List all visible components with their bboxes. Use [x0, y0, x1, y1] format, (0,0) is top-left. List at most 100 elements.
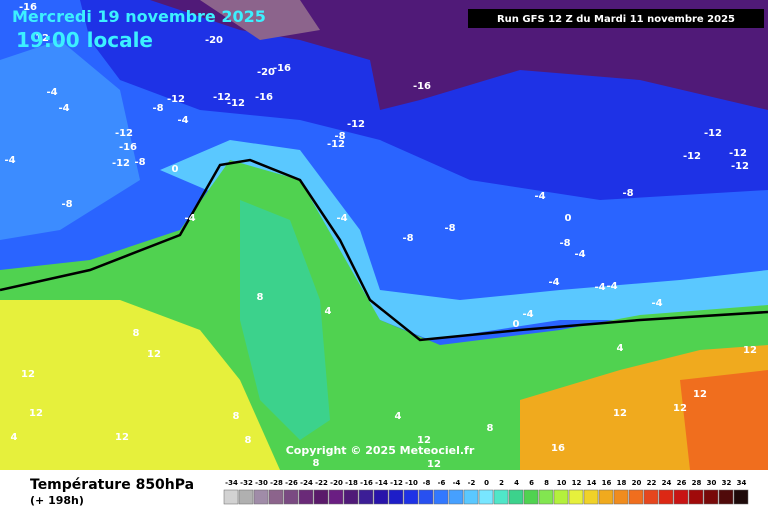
contour-label: -4: [184, 213, 195, 224]
scale-label: 12: [572, 479, 582, 487]
scale-swatch: [448, 489, 464, 505]
contour-label: -8: [334, 131, 345, 142]
run: Run GFS 12 Z du Mardi 11 novembre 2025: [497, 14, 735, 25]
scale-label: 8: [544, 479, 549, 487]
contour-label: -4: [574, 249, 585, 260]
scale-swatch: [553, 489, 569, 505]
scale-label: 2: [499, 479, 504, 487]
scale-swatch: [643, 489, 659, 505]
contour-label: -4: [594, 282, 605, 293]
scale-label: 0: [484, 479, 489, 487]
scale-swatch: [223, 489, 239, 505]
contour-label: 12: [115, 432, 129, 443]
contour-label: 4: [395, 411, 402, 422]
map-labels: -16-12-4-4 -8-12 -12-12-16-20-20-16-4-12-1…: [4, 2, 757, 470]
scale-swatch: [568, 489, 584, 505]
scale-swatch: [268, 489, 284, 505]
contour-label: -12: [731, 161, 749, 172]
scale-label: -14: [375, 479, 388, 487]
scale-label: -2: [468, 479, 476, 487]
contour-label: -16: [119, 142, 137, 153]
contour-label: -12: [31, 33, 49, 44]
scale-label: -8: [423, 479, 431, 487]
scale-label: 22: [647, 479, 657, 487]
scale-swatch: [418, 489, 434, 505]
scale-label: -32: [240, 479, 253, 487]
contour-label: -12: [213, 92, 231, 103]
scale-label: 10: [557, 479, 567, 487]
scale-swatch: [673, 489, 689, 505]
contour-label: 8: [487, 423, 494, 434]
field-yellow: [0, 300, 280, 470]
contour-label: -4: [46, 87, 57, 98]
contour-label: -16: [19, 2, 37, 13]
scale-swatch: [718, 489, 734, 505]
map-fields: [0, 0, 768, 470]
contour-label: 0: [172, 164, 179, 175]
field-light-blue: [0, 40, 140, 240]
contour-label: 12: [427, 459, 441, 470]
contour-label: 0: [565, 213, 572, 224]
scale-label: 4: [514, 479, 519, 487]
scale-swatch: [403, 489, 419, 505]
time: 19:00 locale: [16, 28, 153, 52]
scale-label: 30: [707, 479, 717, 487]
scale-label: -6: [438, 479, 446, 487]
field-dark-orange: [680, 370, 768, 470]
contour-label: -8: [559, 238, 570, 249]
contour-label: -16: [413, 81, 431, 92]
scale-label: 18: [617, 479, 627, 487]
scale-swatch: [598, 489, 614, 505]
contour-label: -4: [548, 277, 559, 288]
contour-label: 12: [613, 408, 627, 419]
footer-title: Température 850hPa: [30, 477, 194, 493]
contour-label: -12: [115, 128, 133, 139]
scale-swatch: [328, 489, 344, 505]
contour-label: -12: [704, 128, 722, 139]
contour-label: -12: [327, 139, 345, 150]
scale-label: -34: [225, 479, 238, 487]
contour-label: -12: [729, 148, 747, 159]
scale-swatch: [703, 489, 719, 505]
contour-label: 0: [513, 319, 520, 330]
scale-label: -26: [285, 479, 298, 487]
scale-label: 24: [662, 479, 672, 487]
contour-label: 4: [11, 432, 18, 443]
contour-label: -16: [273, 63, 291, 74]
scale-swatch: [253, 489, 269, 505]
field-cyan: [160, 140, 768, 340]
contour-label: 16: [551, 443, 565, 454]
contour-label: -8: [444, 223, 455, 234]
scale-swatch: [463, 489, 479, 505]
contour-label: 12: [147, 349, 161, 360]
scale-swatch: [538, 489, 554, 505]
scale-label: 6: [529, 479, 534, 487]
contour-label: 8: [313, 458, 320, 469]
contour-label: -12: [347, 119, 365, 130]
contour-label: -4: [58, 103, 69, 114]
scale-label: -16: [360, 479, 373, 487]
scale-swatch: [238, 489, 254, 505]
scale-label: -18: [345, 479, 358, 487]
scale-swatch: [388, 489, 404, 505]
footer-lead: (+ 198h): [30, 494, 84, 507]
field-mauve: [200, 0, 320, 40]
scale-swatch: [343, 489, 359, 505]
contour-label: -8: [152, 103, 163, 114]
contour-label: -12: [227, 98, 245, 109]
contour-label: -12: [167, 94, 185, 105]
scale-label: 26: [677, 479, 687, 487]
contour-label: 12: [743, 345, 757, 356]
scale-swatch: [523, 489, 539, 505]
contour-label: 4: [325, 306, 332, 317]
contour-label: -4: [534, 191, 545, 202]
contour-label: -4: [4, 155, 15, 166]
zero-isotherm: [0, 158, 768, 342]
field-teal: [240, 200, 330, 440]
contour-label: 12: [673, 403, 687, 414]
scale-swatch: [493, 489, 509, 505]
scale-label: -10: [405, 479, 418, 487]
contour-label: -16: [255, 92, 273, 103]
scale-swatch: [298, 489, 314, 505]
